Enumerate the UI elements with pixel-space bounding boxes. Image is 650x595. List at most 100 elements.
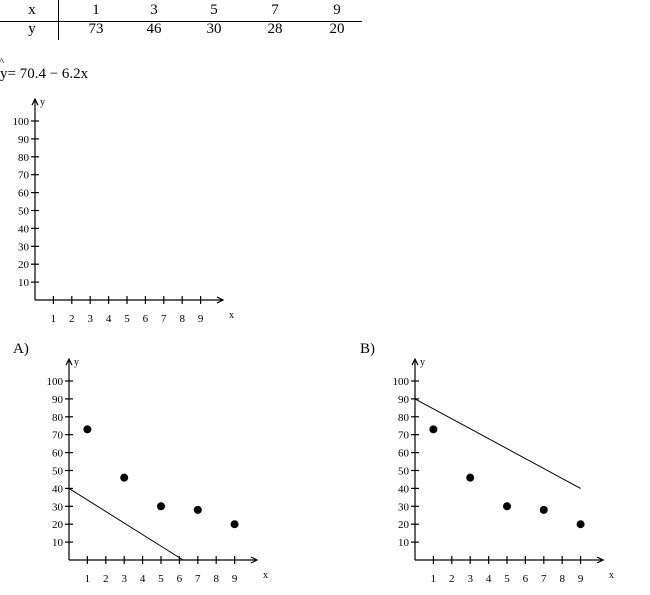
x-tick-label: 6	[177, 573, 183, 585]
table-column-divider	[58, 0, 59, 40]
y-tick-label: 70	[52, 430, 64, 442]
x-axis-arrow	[216, 296, 225, 304]
x-tick-label: 8	[179, 313, 185, 325]
y-tick-label: 70	[398, 430, 410, 442]
data-point	[429, 425, 438, 434]
x-tick-label: 9	[198, 313, 204, 325]
x-tick-label: 2	[103, 573, 109, 585]
x-tick-label: 7	[161, 313, 167, 325]
blank-axes-graph: x y 1 2 3 4 5 6 7 8 9 10 20 30 40 50 60 70 80 90 100	[13, 97, 235, 325]
table-y-value: 28	[267, 21, 283, 37]
y-axis-arrow	[31, 97, 39, 106]
y-tick-label: 100	[47, 376, 64, 388]
data-point	[539, 505, 548, 514]
y-axis-arrow	[65, 357, 73, 366]
y-tick-label: 90	[18, 134, 30, 146]
x-axis-arrow	[250, 556, 259, 564]
x-tick-label: 7	[541, 573, 547, 585]
data-point	[157, 502, 165, 511]
table-y-value: 20	[329, 21, 345, 37]
y-tick-label: 60	[52, 448, 64, 460]
y-tick-label: 50	[398, 466, 410, 478]
data-point	[576, 520, 585, 529]
x-tick-label: 5	[504, 573, 510, 585]
y-tick-label: 80	[52, 412, 64, 424]
y-tick-label: 70	[18, 170, 30, 182]
x-tick-label: 3	[87, 313, 93, 325]
table-y-value: 73	[88, 21, 104, 37]
y-tick-label: 10	[18, 277, 30, 289]
data-point	[503, 502, 511, 511]
y-axis-arrow	[411, 357, 419, 366]
x-axis-arrow	[596, 556, 605, 564]
y-tick-label: 80	[398, 412, 410, 424]
option-a-graph: x y 1 2 3 4 5 6 7 8 9 10 20 30 40 50 60 70 80 90 100	[47, 357, 269, 585]
data-point	[193, 505, 202, 514]
x-axis-label: x	[609, 570, 614, 581]
y-tick-label: 90	[398, 394, 410, 406]
x-tick-label: 9	[578, 573, 584, 585]
x-tick-label: 3	[467, 573, 473, 585]
x-axis-label: x	[263, 570, 268, 581]
table-x-value: 5	[210, 2, 218, 18]
table-y-value: 46	[146, 21, 162, 37]
table-x-value: 9	[333, 2, 341, 18]
x-tick-label: 3	[121, 573, 127, 585]
option-b-graph: x y 1 2 3 4 5 6 7 8 9 10 20 30 40 50 60 70 80 90 100	[393, 357, 615, 585]
table-x-value: 7	[271, 2, 279, 18]
option-a-label: A)	[13, 341, 29, 357]
regression-line	[68, 487, 184, 561]
y-tick-label: 60	[398, 448, 410, 460]
data-point	[120, 473, 129, 482]
y-tick-label: 100	[13, 116, 30, 128]
y-tick-label: 30	[52, 501, 64, 513]
regression-equation: ^ y= 70.4 − 6.2x	[0, 56, 89, 83]
y-hat-mark: ^	[0, 56, 5, 68]
x-tick-label: 4	[106, 313, 112, 325]
y-tick-label: 20	[52, 519, 64, 531]
y-tick-label: 40	[18, 223, 30, 235]
x-tick-label: 5	[124, 313, 130, 325]
option-b-label: B)	[360, 341, 375, 357]
y-tick-label: 20	[18, 259, 30, 271]
x-tick-label: 1	[85, 573, 91, 585]
data-point	[466, 473, 475, 482]
x-tick-label: 7	[195, 573, 201, 585]
table-y-value: 30	[206, 21, 222, 37]
table-x-label: x	[28, 2, 36, 18]
y-tick-label: 50	[52, 466, 64, 478]
y-tick-label: 30	[18, 241, 30, 253]
y-tick-label: 10	[398, 537, 410, 549]
xy-table: x y 1 3 5 7 9 73 46 30 28 20	[0, 0, 362, 44]
table-row-divider	[0, 21, 362, 22]
x-tick-label: 4	[140, 573, 146, 585]
equation-text: y= 70.4 − 6.2x	[0, 66, 89, 82]
y-tick-label: 80	[18, 152, 30, 164]
x-tick-label: 8	[213, 573, 219, 585]
x-tick-label: 2	[69, 313, 75, 325]
x-tick-label: 9	[232, 573, 238, 585]
data-point	[83, 425, 92, 434]
y-tick-label: 60	[18, 188, 30, 200]
x-tick-label: 1	[51, 313, 57, 325]
x-tick-label: 2	[449, 573, 455, 585]
y-tick-label: 30	[398, 501, 410, 513]
y-tick-label: 40	[52, 483, 64, 495]
data-point	[230, 520, 239, 529]
x-tick-label: 8	[559, 573, 565, 585]
y-tick-label: 50	[18, 206, 30, 218]
y-axis-label: y	[40, 97, 45, 108]
x-tick-label: 5	[158, 573, 164, 585]
x-tick-label: 1	[431, 573, 437, 585]
x-tick-label: 6	[143, 313, 149, 325]
x-axis-label: x	[229, 310, 234, 321]
y-tick-label: 10	[52, 537, 64, 549]
y-tick-label: 100	[393, 376, 410, 388]
table-x-value: 1	[92, 2, 100, 18]
y-axis-label: y	[420, 357, 425, 368]
y-tick-label: 20	[398, 519, 410, 531]
table-y-label: y	[28, 21, 36, 37]
y-axis-label: y	[74, 357, 79, 368]
x-tick-label: 6	[523, 573, 529, 585]
x-tick-label: 4	[486, 573, 492, 585]
